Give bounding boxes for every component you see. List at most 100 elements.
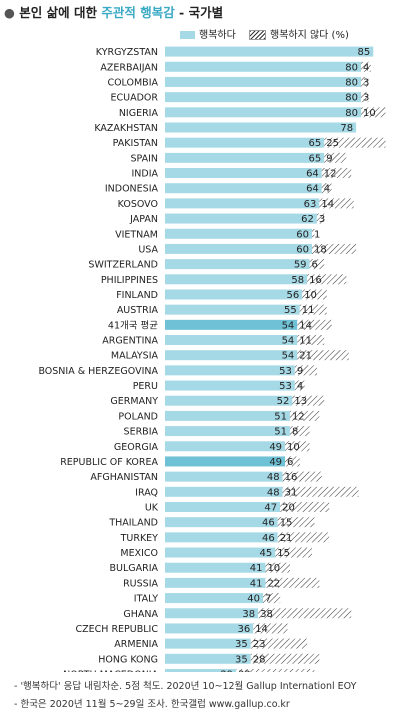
positive-bar <box>165 61 361 72</box>
positive-value-label: 58 <box>291 275 304 286</box>
category-label: ITALY <box>134 594 158 605</box>
positive-bar <box>165 441 286 452</box>
negative-value-label: 14 <box>321 199 334 210</box>
positive-bar <box>165 350 298 361</box>
negative-bar <box>250 653 320 664</box>
negative-value-label: 14 <box>299 320 312 331</box>
positive-value-label: 48 <box>267 472 280 483</box>
negative-bar <box>258 608 352 619</box>
negative-value-label: 20 <box>282 502 295 513</box>
positive-bar <box>165 335 298 346</box>
bullet-icon: ● <box>4 5 15 20</box>
positive-value-label: 36 <box>237 624 250 635</box>
negative-value-label: 15 <box>277 548 290 559</box>
negative-value-label: 13 <box>294 396 307 407</box>
positive-bar <box>165 501 281 512</box>
negative-value-label: 6 <box>312 260 318 271</box>
positive-bar <box>165 259 310 270</box>
negative-bar <box>265 577 320 588</box>
negative-value-label: 23 <box>253 639 266 650</box>
negative-bar <box>289 426 310 437</box>
positive-bar <box>165 456 286 467</box>
positive-value-label: 56 <box>286 290 299 301</box>
negative-value-label: 11 <box>299 336 312 347</box>
category-label: MEXICO <box>120 548 158 559</box>
positive-bar <box>165 547 276 558</box>
positive-bar <box>165 274 308 285</box>
positive-bar <box>165 608 259 619</box>
negative-bar <box>361 92 369 103</box>
positive-value-label: 60 <box>296 244 309 255</box>
positive-bar <box>165 517 278 528</box>
negative-value-label: 32 <box>238 669 251 672</box>
category-label: COLOMBIA <box>107 77 158 88</box>
category-label: ARGENTINA <box>102 336 158 347</box>
negative-value-label: 16 <box>309 275 322 286</box>
positive-value-label: 65 <box>309 153 322 164</box>
positive-value-label: 46 <box>262 518 275 529</box>
negative-value-label: 3 <box>363 93 369 104</box>
positive-value-label: 47 <box>264 502 277 513</box>
negative-bar <box>321 183 332 194</box>
positive-bar <box>165 395 293 406</box>
title-prefix: 본인 삶에 대한 <box>19 5 102 20</box>
negative-bar <box>265 562 290 573</box>
negative-bar <box>361 61 371 72</box>
positive-value-label: 48 <box>267 487 280 498</box>
positive-bar <box>165 410 290 421</box>
negative-value-label: 21 <box>299 351 312 362</box>
negative-bar <box>289 410 320 421</box>
positive-value-label: 62 <box>301 214 314 225</box>
title-highlight: 주관적 행복감 <box>101 5 175 20</box>
negative-bar <box>297 350 349 361</box>
category-label: ARMENIA <box>114 639 158 650</box>
positive-bar <box>165 198 320 209</box>
category-label: PAKISTAN <box>113 138 158 149</box>
positive-bar <box>165 577 266 588</box>
category-label: BOSNIA & HERZEGOVINA <box>38 366 158 377</box>
category-label: KOSOVO <box>118 199 158 210</box>
negative-bar <box>236 668 315 672</box>
category-label: SPAIN <box>130 153 158 164</box>
negative-bar <box>285 456 300 467</box>
category-label: PHILIPPINES <box>101 275 158 286</box>
category-label: REPUBLIC OF KOREA <box>60 457 158 468</box>
positive-bar <box>165 137 325 148</box>
category-label: TURKEY <box>120 533 159 544</box>
category-label: USA <box>138 244 158 255</box>
negative-value-label: 25 <box>326 138 339 149</box>
positive-value-label: 54 <box>282 336 295 347</box>
positive-bar <box>165 426 290 437</box>
negative-bar <box>292 395 325 406</box>
positive-bar <box>165 289 303 300</box>
positive-value-label: 80 <box>345 77 358 88</box>
category-label: POLAND <box>118 411 158 422</box>
positive-value-label: 41 <box>250 563 263 574</box>
category-label: BULGARIA <box>109 563 158 574</box>
positive-value-label: 45 <box>260 548 273 559</box>
category-label: UK <box>145 502 159 513</box>
category-label: AUSTRIA <box>117 305 159 316</box>
positive-bar <box>165 243 312 254</box>
negative-value-label: 4 <box>324 184 330 195</box>
positive-value-label: 80 <box>345 93 358 104</box>
negative-value-label: 10 <box>267 563 280 574</box>
category-label: KYRGYZSTAN <box>96 47 158 58</box>
negative-bar <box>324 152 347 163</box>
legend-negative-swatch <box>249 30 266 40</box>
positive-bar <box>165 638 251 649</box>
negative-bar <box>285 441 310 452</box>
positive-value-label: 54 <box>282 320 295 331</box>
category-label: FINLAND <box>116 290 158 301</box>
title-suffix: - 국가별 <box>174 5 224 20</box>
negative-value-label: 10 <box>287 442 300 453</box>
negative-bar <box>312 243 357 254</box>
category-label: HONG KONG <box>98 654 158 665</box>
positive-value-label: 38 <box>242 609 255 620</box>
positive-bar <box>165 122 357 133</box>
positive-value-label: 35 <box>235 654 248 665</box>
positive-bar <box>165 107 361 118</box>
negative-bar <box>275 547 312 558</box>
positive-bar <box>165 168 322 179</box>
category-label: NIGERIA <box>119 108 159 119</box>
